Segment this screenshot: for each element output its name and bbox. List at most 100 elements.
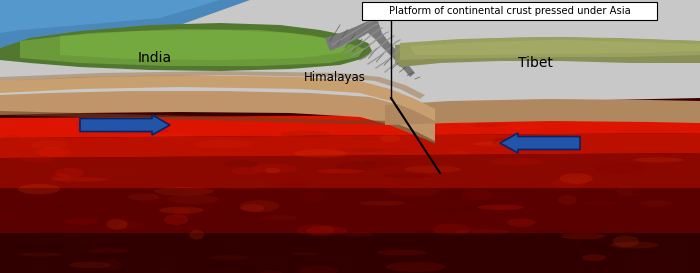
Ellipse shape	[231, 168, 263, 175]
Ellipse shape	[281, 130, 332, 138]
Ellipse shape	[405, 166, 461, 173]
Ellipse shape	[433, 224, 469, 235]
Polygon shape	[0, 75, 435, 121]
Ellipse shape	[631, 263, 673, 273]
Ellipse shape	[301, 122, 324, 127]
Ellipse shape	[50, 177, 109, 182]
Ellipse shape	[97, 130, 153, 134]
Polygon shape	[0, 23, 372, 71]
Ellipse shape	[645, 118, 671, 121]
Ellipse shape	[384, 173, 431, 178]
Ellipse shape	[115, 193, 155, 202]
Ellipse shape	[640, 200, 673, 207]
Ellipse shape	[382, 116, 414, 125]
Polygon shape	[0, 111, 435, 145]
Ellipse shape	[86, 248, 130, 253]
Ellipse shape	[422, 130, 464, 135]
Ellipse shape	[560, 173, 593, 184]
Ellipse shape	[507, 218, 536, 227]
Ellipse shape	[53, 204, 69, 212]
Polygon shape	[0, 133, 700, 158]
Ellipse shape	[379, 135, 401, 142]
Ellipse shape	[281, 180, 311, 190]
Ellipse shape	[21, 156, 52, 162]
Bar	[362, 2, 657, 20]
Ellipse shape	[174, 208, 191, 217]
Ellipse shape	[389, 187, 439, 197]
Ellipse shape	[157, 266, 174, 273]
Ellipse shape	[629, 252, 688, 264]
Ellipse shape	[464, 123, 510, 127]
Ellipse shape	[610, 242, 659, 248]
Polygon shape	[0, 113, 700, 138]
Ellipse shape	[461, 190, 494, 200]
Ellipse shape	[582, 254, 606, 261]
Ellipse shape	[297, 224, 335, 236]
Polygon shape	[60, 30, 350, 60]
Ellipse shape	[299, 266, 337, 273]
Polygon shape	[395, 37, 700, 67]
Ellipse shape	[306, 226, 347, 236]
Ellipse shape	[27, 232, 78, 241]
Ellipse shape	[262, 215, 298, 221]
Ellipse shape	[316, 169, 365, 173]
Ellipse shape	[368, 169, 418, 176]
Polygon shape	[0, 188, 700, 233]
Ellipse shape	[500, 124, 542, 129]
Polygon shape	[20, 29, 365, 66]
Ellipse shape	[612, 236, 639, 247]
Ellipse shape	[551, 178, 586, 188]
Ellipse shape	[517, 226, 575, 233]
Polygon shape	[0, 0, 250, 63]
Ellipse shape	[36, 147, 71, 157]
Ellipse shape	[194, 140, 252, 149]
Ellipse shape	[164, 214, 188, 225]
Ellipse shape	[473, 141, 529, 147]
Ellipse shape	[402, 252, 436, 257]
Ellipse shape	[55, 168, 84, 178]
Ellipse shape	[539, 136, 556, 144]
Ellipse shape	[139, 194, 176, 204]
Ellipse shape	[359, 201, 405, 206]
Ellipse shape	[18, 184, 60, 194]
Ellipse shape	[31, 140, 68, 149]
Ellipse shape	[449, 151, 469, 154]
Text: Himalayas: Himalayas	[304, 72, 366, 85]
Ellipse shape	[155, 187, 214, 195]
Ellipse shape	[241, 129, 301, 133]
Ellipse shape	[528, 182, 557, 189]
Polygon shape	[0, 91, 435, 143]
Polygon shape	[0, 153, 700, 188]
Ellipse shape	[75, 122, 114, 126]
Ellipse shape	[497, 139, 552, 146]
Ellipse shape	[458, 118, 478, 126]
Ellipse shape	[69, 262, 111, 268]
Polygon shape	[0, 98, 700, 273]
Ellipse shape	[580, 201, 619, 206]
Ellipse shape	[189, 230, 204, 239]
Ellipse shape	[219, 210, 274, 220]
Ellipse shape	[239, 200, 279, 212]
Ellipse shape	[477, 204, 524, 210]
Ellipse shape	[104, 259, 121, 271]
Ellipse shape	[335, 148, 383, 152]
Ellipse shape	[356, 148, 412, 151]
Ellipse shape	[342, 232, 375, 236]
Polygon shape	[325, 18, 415, 77]
Ellipse shape	[236, 133, 272, 140]
Ellipse shape	[346, 136, 382, 140]
Ellipse shape	[617, 187, 634, 197]
Ellipse shape	[118, 129, 171, 133]
Ellipse shape	[76, 247, 107, 250]
Ellipse shape	[416, 227, 451, 237]
Ellipse shape	[439, 115, 457, 122]
Polygon shape	[0, 71, 425, 99]
Ellipse shape	[596, 163, 647, 174]
Text: Platform of continental crust pressed under Asia: Platform of continental crust pressed un…	[389, 6, 631, 16]
Ellipse shape	[168, 195, 219, 204]
Ellipse shape	[159, 207, 204, 214]
Ellipse shape	[260, 271, 281, 273]
Ellipse shape	[337, 161, 377, 171]
Ellipse shape	[382, 125, 436, 132]
Ellipse shape	[379, 247, 402, 256]
